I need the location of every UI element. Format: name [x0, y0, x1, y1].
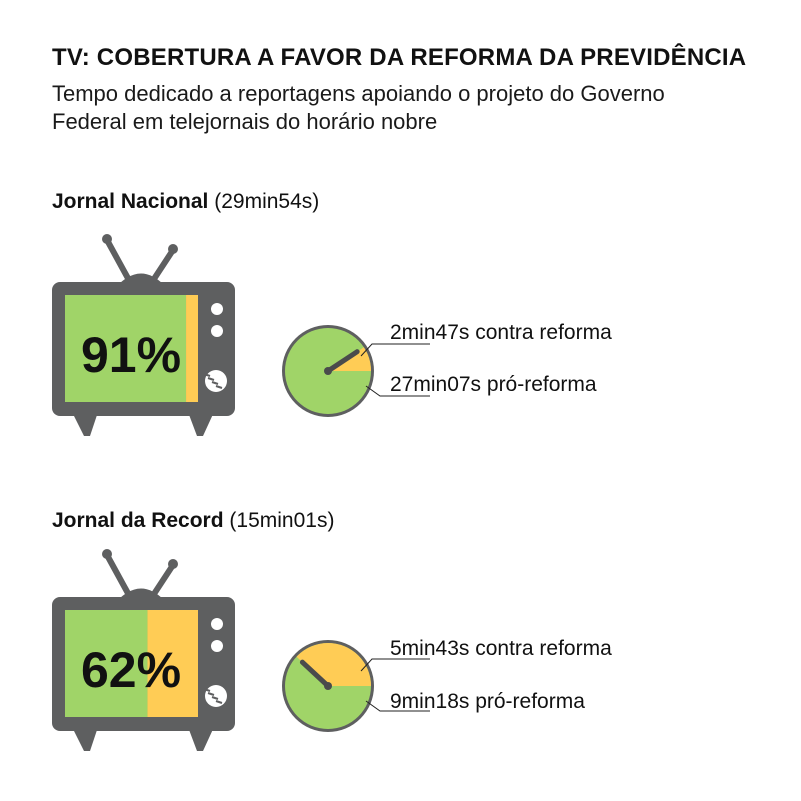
screen-contra-fill	[147, 610, 198, 717]
slice-label-contra-jornal-da-record: 5min43s contra reforma	[390, 637, 612, 660]
tv-group: 91%	[52, 234, 430, 436]
tv-leg-right	[188, 412, 214, 436]
screen-percent-label: 62%	[81, 642, 181, 698]
antenna-tip	[168, 244, 178, 254]
leader-line-contra	[360, 343, 430, 357]
tv-body	[52, 597, 235, 731]
pie-rim	[282, 325, 374, 417]
antenna-tip	[102, 549, 112, 559]
antenna-base	[118, 273, 164, 285]
program-total-time: (15min01s)	[229, 509, 335, 532]
screen-pro-fill	[65, 295, 187, 402]
program-name: Jornal Nacional	[52, 190, 209, 213]
antenna-left	[104, 552, 133, 600]
program-total-time: (29min54s)	[214, 190, 320, 213]
tv-group: 62%	[52, 549, 430, 751]
tv-button	[211, 303, 223, 315]
tv-speaker-icon	[203, 685, 227, 707]
tv-button	[211, 325, 223, 337]
section-title-jornal-nacional: Jornal Nacional (29min54s)	[52, 190, 319, 214]
pie-center	[324, 367, 332, 375]
antenna-right	[149, 247, 176, 285]
tv-leg-left	[72, 412, 98, 436]
tv-speaker-icon	[203, 370, 227, 392]
screen-contra-fill	[186, 295, 198, 402]
tv-leg-left	[72, 727, 98, 751]
pie-center	[324, 682, 332, 690]
screen-pro-fill	[65, 610, 148, 717]
pie-slice-pro	[285, 643, 371, 729]
antenna-tip	[168, 559, 178, 569]
slice-label-pro-jornal-da-record: 9min18s pró-reforma	[390, 690, 585, 713]
tv-body	[52, 282, 235, 416]
slice-label-pro-jornal-nacional: 27min07s pró-reforma	[390, 373, 597, 396]
pie-rim	[282, 640, 374, 732]
pie-hand	[325, 349, 360, 374]
chart-title: TV: COBERTURA A FAVOR DA REFORMA DA PREV…	[52, 44, 747, 71]
chart-subtitle: Tempo dedicado a reportagens apoiando o …	[52, 81, 665, 134]
tv-button	[211, 618, 223, 630]
antenna-right	[149, 562, 176, 600]
screen-percent-label: 91%	[81, 327, 181, 383]
section-title-jornal-da-record: Jornal da Record (15min01s)	[52, 509, 334, 533]
pie-slice-contra	[328, 347, 371, 371]
antenna-left	[104, 237, 133, 285]
antenna-tip	[102, 234, 112, 244]
pie-hand	[299, 659, 331, 689]
tv-leg-right	[188, 727, 214, 751]
antenna-base	[118, 588, 164, 600]
pie-slice-pro	[285, 328, 371, 414]
tv-button	[211, 640, 223, 652]
slice-label-contra-jornal-nacional: 2min47s contra reforma	[390, 321, 612, 344]
program-name: Jornal da Record	[52, 509, 224, 532]
pie-slice-contra	[296, 643, 371, 686]
